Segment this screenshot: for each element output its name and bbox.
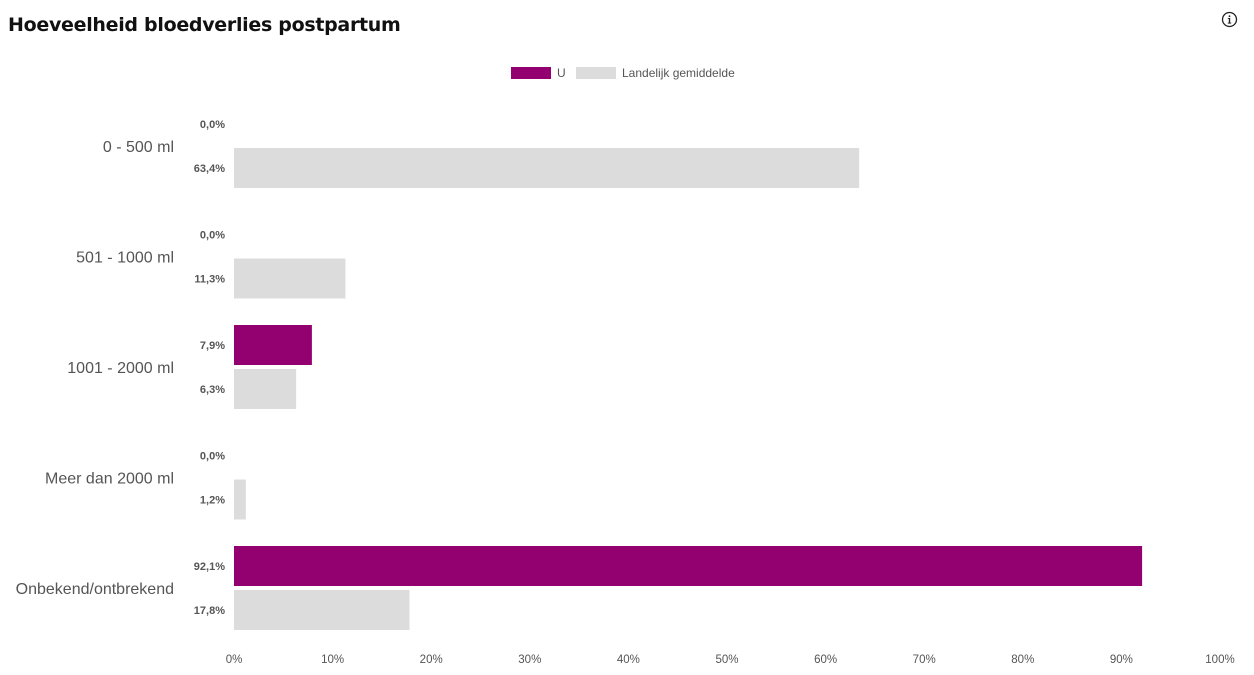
x-tick-label: 80%: [1011, 654, 1034, 666]
category-label: 501 - 1000 ml: [76, 250, 174, 267]
data-label-u: 0,0%: [200, 230, 225, 242]
category-label: 0 - 500 ml: [103, 139, 174, 156]
category-label: 1001 - 2000 ml: [67, 360, 174, 377]
category-group: 501 - 1000 ml 0,0% 11,3%: [76, 230, 346, 299]
data-label-u: 7,9%: [200, 340, 225, 352]
x-tick-label: 50%: [715, 654, 738, 666]
bar-u[interactable]: [234, 546, 1143, 586]
category-group: Onbekend/ontbrekend 92,1% 17,8%: [16, 546, 1143, 630]
category-group: Meer dan 2000 ml 0,0% 1,2%: [45, 451, 246, 520]
category-label: Onbekend/ontbrekend: [16, 581, 174, 598]
data-label-landelijk: 6,3%: [200, 384, 225, 396]
info-icon[interactable]: [1221, 11, 1238, 28]
x-tick-label: 60%: [814, 654, 837, 666]
page-title: Hoeveelheid bloedverlies postpartum: [8, 14, 401, 36]
x-tick-label: 90%: [1110, 654, 1133, 666]
chart-bars: 0 - 500 ml 0,0% 63,4% 501 - 1000 ml 0,0% 11,3…: [16, 119, 1143, 630]
category-group: 0 - 500 ml 0,0% 63,4%: [103, 119, 860, 188]
x-tick-label: 40%: [617, 654, 640, 666]
x-tick-label: 30%: [518, 654, 541, 666]
data-label-u: 0,0%: [200, 119, 225, 131]
bar-landelijk[interactable]: [234, 590, 410, 630]
bar-landelijk[interactable]: [234, 148, 860, 188]
data-label-landelijk: 17,8%: [194, 605, 225, 617]
category-label: Meer dan 2000 ml: [45, 471, 174, 488]
bar-landelijk[interactable]: [234, 369, 297, 409]
legend-swatch-u[interactable]: [511, 67, 551, 79]
category-group: 1001 - 2000 ml 7,9% 6,3%: [67, 325, 312, 409]
bar-landelijk[interactable]: [234, 258, 346, 299]
bar-landelijk[interactable]: [234, 479, 246, 520]
x-tick-label: 20%: [420, 654, 443, 666]
legend-label-u[interactable]: U: [557, 66, 566, 80]
data-label-landelijk: 11,3%: [194, 274, 225, 286]
data-label-landelijk: 63,4%: [194, 163, 225, 175]
x-tick-label: 0%: [226, 654, 243, 666]
legend-label-landelijk[interactable]: Landelijk gemiddelde: [622, 66, 735, 80]
chart-legend: U Landelijk gemiddelde: [511, 66, 735, 80]
legend-swatch-landelijk[interactable]: [576, 67, 616, 79]
data-label-u: 92,1%: [194, 561, 225, 573]
data-label-u: 0,0%: [200, 451, 225, 463]
x-tick-label: 100%: [1205, 654, 1234, 666]
bar-u[interactable]: [234, 325, 312, 365]
data-label-landelijk: 1,2%: [200, 495, 225, 507]
x-tick-label: 70%: [913, 654, 936, 666]
x-axis: 0% 10% 20% 30% 40% 50% 60% 70% 80% 90% 100%: [226, 654, 1235, 666]
x-tick-label: 10%: [321, 654, 344, 666]
